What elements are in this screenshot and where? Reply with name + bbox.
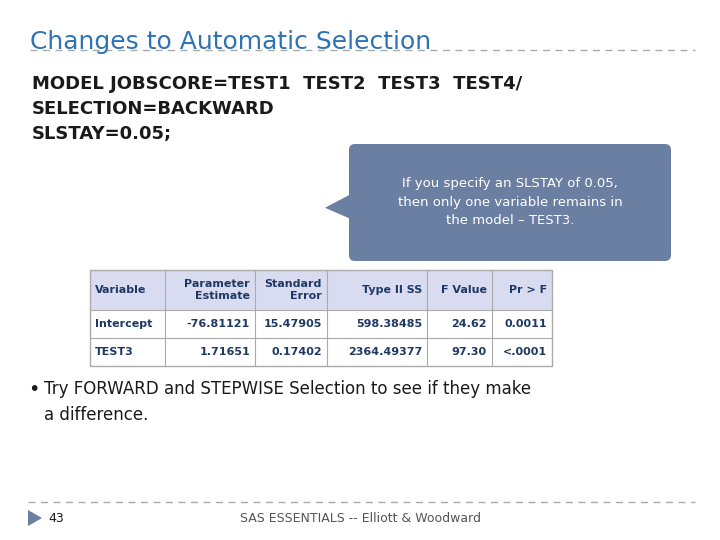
Text: Try FORWARD and STEPWISE Selection to see if they make
a difference.: Try FORWARD and STEPWISE Selection to se… [44, 380, 531, 424]
Text: SLSTAY=0.05;: SLSTAY=0.05; [32, 125, 172, 143]
Text: 0.0011: 0.0011 [505, 319, 547, 329]
FancyBboxPatch shape [349, 144, 671, 261]
Text: SAS ESSENTIALS -- Elliott & Woodward: SAS ESSENTIALS -- Elliott & Woodward [240, 511, 480, 524]
Text: 24.62: 24.62 [451, 319, 487, 329]
Text: MODEL JOBSCORE=TEST1  TEST2  TEST3  TEST4/: MODEL JOBSCORE=TEST1 TEST2 TEST3 TEST4/ [32, 75, 522, 93]
Text: Changes to Automatic Selection: Changes to Automatic Selection [30, 30, 431, 54]
Text: •: • [28, 380, 40, 399]
Text: 598.38485: 598.38485 [356, 319, 422, 329]
Text: <.0001: <.0001 [503, 347, 547, 357]
Text: Parameter
Estimate: Parameter Estimate [184, 279, 250, 301]
Text: 43: 43 [48, 511, 64, 524]
Text: SELECTION=BACKWARD: SELECTION=BACKWARD [32, 100, 275, 118]
Text: 2364.49377: 2364.49377 [348, 347, 422, 357]
FancyBboxPatch shape [90, 338, 552, 366]
Text: TEST3: TEST3 [95, 347, 134, 357]
Text: 15.47905: 15.47905 [264, 319, 322, 329]
Text: 97.30: 97.30 [452, 347, 487, 357]
Text: -76.81121: -76.81121 [186, 319, 250, 329]
Polygon shape [325, 176, 385, 234]
Text: 1.71651: 1.71651 [199, 347, 250, 357]
Text: Standard
Error: Standard Error [265, 279, 322, 301]
Text: Type II SS: Type II SS [361, 285, 422, 295]
Polygon shape [28, 510, 42, 526]
Text: Pr > F: Pr > F [509, 285, 547, 295]
FancyBboxPatch shape [90, 310, 552, 338]
Text: Intercept: Intercept [95, 319, 153, 329]
Text: If you specify an SLSTAY of 0.05,
then only one variable remains in
the model – : If you specify an SLSTAY of 0.05, then o… [397, 178, 622, 227]
Text: Variable: Variable [95, 285, 146, 295]
FancyBboxPatch shape [90, 270, 552, 310]
Text: 0.17402: 0.17402 [271, 347, 322, 357]
Text: F Value: F Value [441, 285, 487, 295]
